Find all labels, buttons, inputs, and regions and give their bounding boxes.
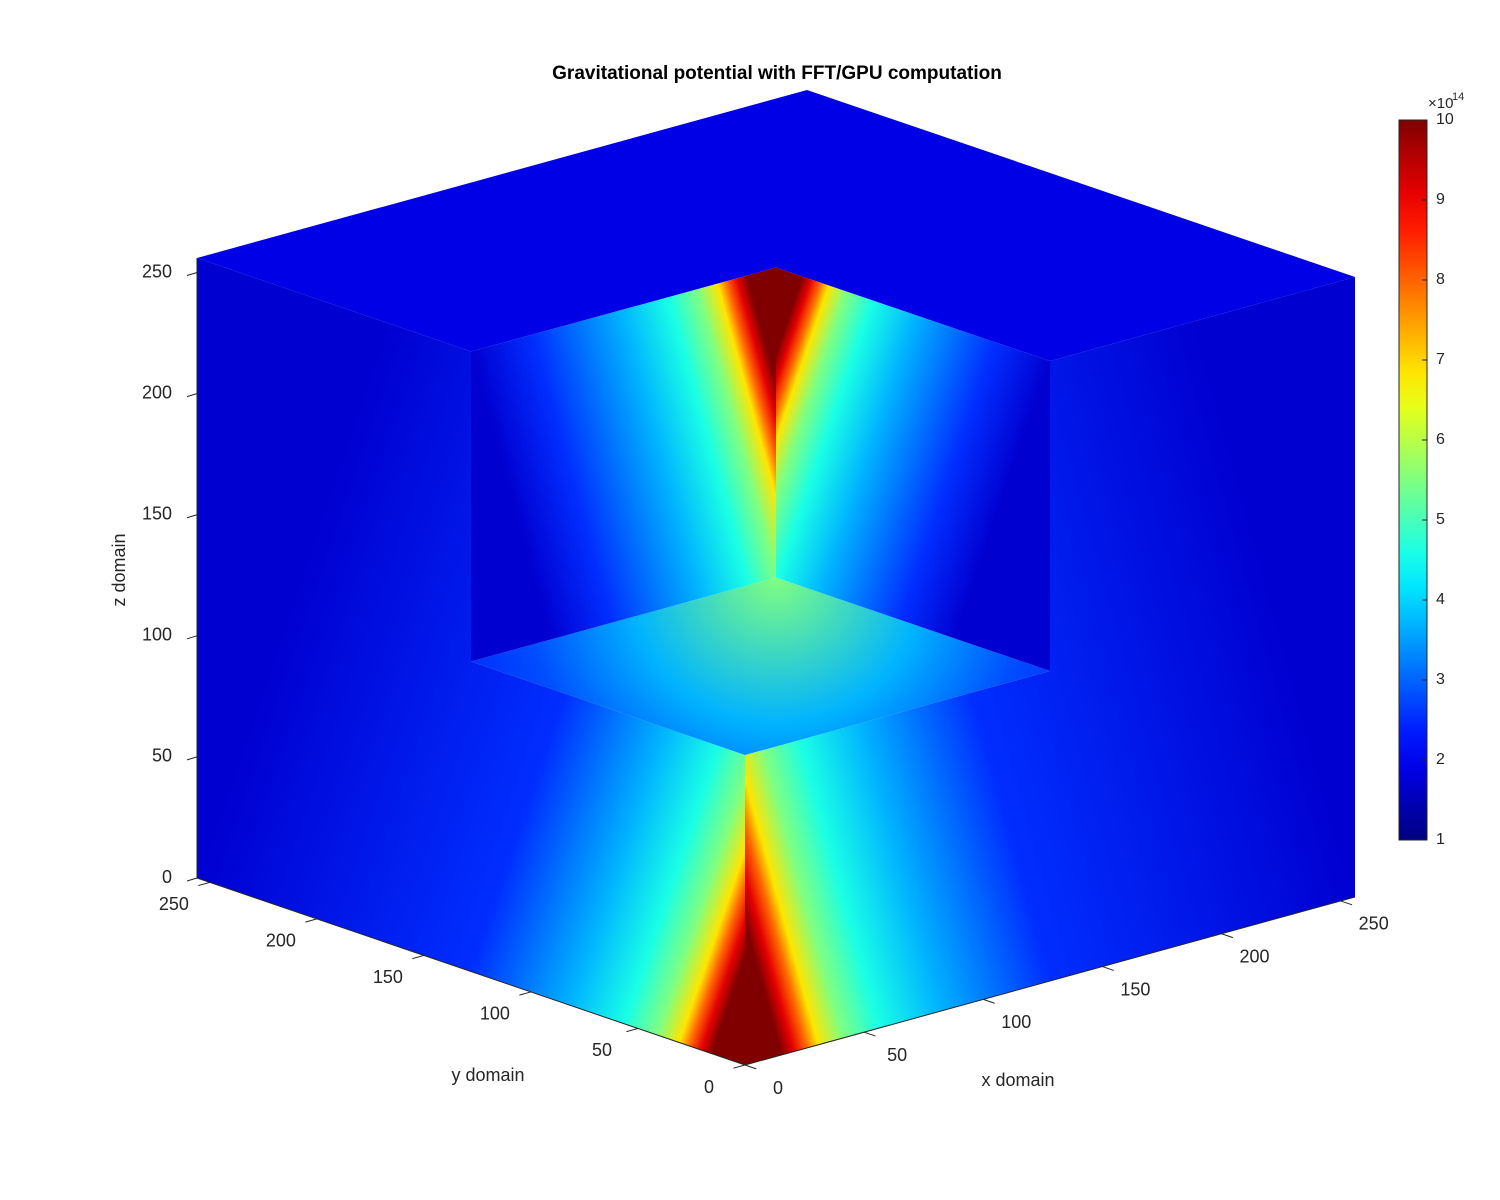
- x-tick-label: 150: [1120, 979, 1150, 999]
- z-tick: [186, 877, 198, 882]
- slice-face: [471, 577, 1050, 755]
- x-tick: [1102, 966, 1114, 971]
- y-tick: [519, 991, 532, 996]
- chart-title: Gravitational potential with FFT/GPU com…: [552, 63, 1002, 84]
- y-tick: [198, 881, 210, 887]
- z-tick-label: 200: [142, 382, 172, 402]
- y-tick-label: 0: [704, 1077, 714, 1097]
- slice-face: [776, 267, 1050, 671]
- colorbar-tick-label: 5: [1436, 511, 1445, 528]
- colorbar-tick-label: 6: [1436, 431, 1445, 448]
- axes: 0 50 100 150 200 250 0 50 100 150 200 250 0 50 100 150 2…: [142, 258, 1389, 1098]
- volume-slices: [197, 90, 1355, 1065]
- x-tick-label: 0: [773, 1078, 783, 1098]
- y-tick-label: 150: [373, 967, 403, 987]
- y-tick-label: 200: [266, 931, 296, 951]
- z-tick-label: 50: [152, 746, 172, 766]
- y-tick: [733, 1064, 746, 1069]
- x-axis-label: x domain: [981, 1070, 1054, 1090]
- colorbar-scale: [1398, 119, 1428, 841]
- z-tick: [186, 514, 198, 519]
- z-tick-label: 250: [142, 261, 172, 281]
- x-axis-line: [744, 896, 1356, 1066]
- y-axis-label: y domain: [451, 1065, 524, 1085]
- z-tick-label: 100: [142, 625, 172, 645]
- colorbar-tick-label: 4: [1436, 591, 1445, 608]
- y-tick-label: 50: [592, 1040, 612, 1060]
- colorbar-tick-label: 10: [1436, 111, 1454, 128]
- colorbar-tick-label: 9: [1436, 191, 1445, 208]
- x-tick: [983, 998, 995, 1004]
- y-axis-line: [196, 877, 746, 1066]
- x-tick: [863, 1031, 876, 1037]
- z-tick: [186, 756, 198, 761]
- z-tick-label: 150: [142, 503, 172, 523]
- y-tick-label: 100: [480, 1004, 510, 1024]
- y-tick: [305, 918, 318, 923]
- colorbar-multiplier: ×10: [1428, 95, 1453, 112]
- x-tick: [1221, 933, 1234, 939]
- x-tick-label: 200: [1240, 947, 1270, 967]
- y-tick: [412, 954, 425, 960]
- z-tick: [186, 393, 198, 398]
- x-tick-label: 50: [887, 1045, 907, 1065]
- z-tick: [186, 272, 198, 277]
- colorbar: ×10 14 1 2 3 4 5 6 7 8 9 10: [1398, 91, 1464, 848]
- x-tick-label: 250: [1359, 914, 1389, 934]
- colorbar-tick-label: 1: [1436, 831, 1445, 848]
- colorbar-tick-label: 7: [1436, 351, 1445, 368]
- x-tick: [744, 1064, 757, 1070]
- y-tick-label: 250: [159, 894, 189, 914]
- z-tick: [186, 635, 198, 640]
- colorbar-tick-label: 8: [1436, 271, 1445, 288]
- colorbar-tick-label: 3: [1436, 671, 1445, 688]
- colorbar-exponent: 14: [1452, 91, 1464, 103]
- slice-face: [471, 267, 776, 662]
- colorbar-tick-label: 2: [1436, 751, 1445, 768]
- slice-face: [197, 90, 1355, 361]
- z-axis-label: z domain: [109, 533, 129, 606]
- y-tick: [626, 1027, 639, 1033]
- z-tick-label: 0: [162, 867, 172, 887]
- x-tick-label: 100: [1001, 1012, 1031, 1032]
- x-tick: [1340, 900, 1353, 906]
